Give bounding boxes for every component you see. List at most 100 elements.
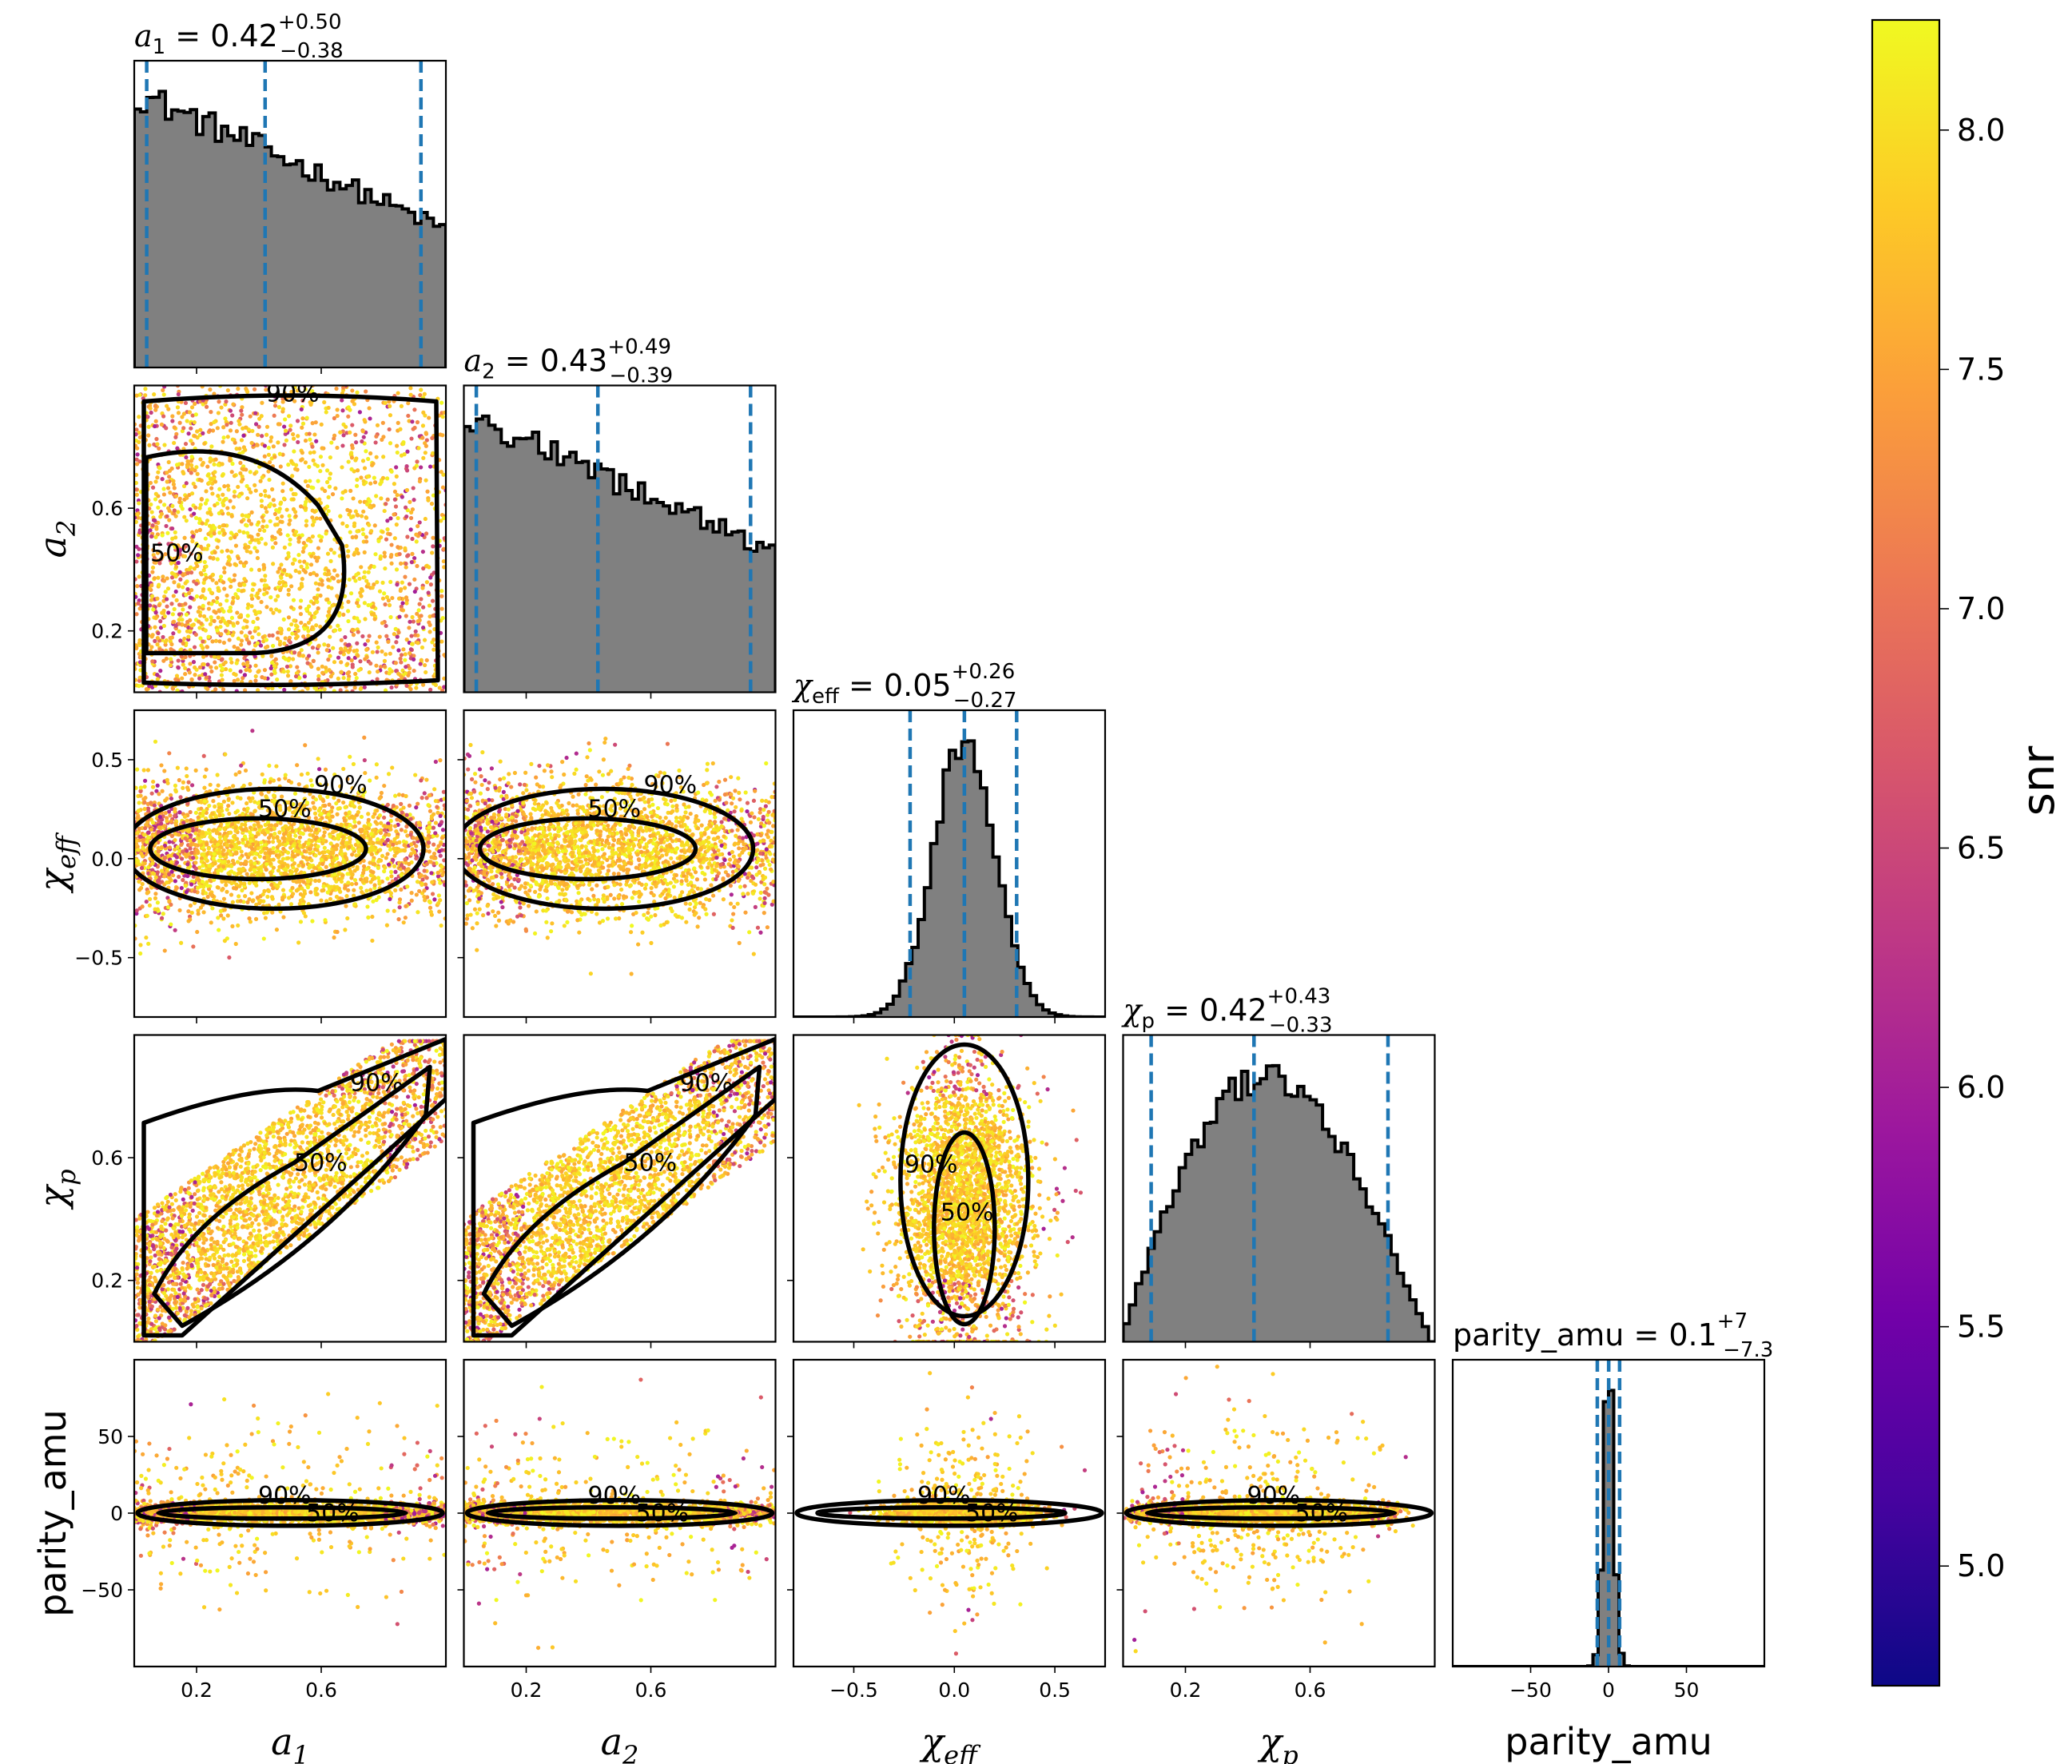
sample-point — [291, 598, 296, 602]
sample-point — [290, 631, 295, 636]
sample-point — [354, 676, 359, 681]
sample-point — [165, 777, 169, 782]
sample-point — [214, 831, 219, 836]
sample-point — [321, 798, 326, 804]
sample-point — [341, 385, 346, 390]
sample-point — [310, 421, 315, 426]
sample-point — [206, 828, 212, 832]
sample-point — [286, 554, 291, 559]
sample-point — [245, 637, 249, 642]
sample-point — [137, 439, 141, 444]
sample-point — [231, 784, 236, 789]
hist-bin — [228, 135, 235, 368]
sample-point — [293, 812, 299, 817]
sample-point — [431, 535, 435, 540]
sample-point — [236, 923, 241, 928]
sample-point — [382, 554, 388, 559]
sample-point — [165, 576, 169, 581]
hist-bin — [340, 189, 347, 368]
hist-bin — [215, 141, 222, 368]
sample-point — [221, 864, 226, 869]
sample-point — [183, 665, 188, 671]
sample-point — [263, 506, 268, 511]
sample-point — [170, 503, 175, 508]
sample-point — [292, 650, 297, 655]
sample-point — [153, 407, 158, 412]
sample-point — [293, 467, 298, 471]
sample-point — [186, 909, 191, 914]
sample-point — [215, 595, 220, 601]
hist-bin — [333, 182, 340, 368]
sample-point — [189, 818, 193, 823]
sample-point — [394, 840, 399, 846]
sample-point — [310, 389, 315, 394]
sample-point — [364, 515, 369, 520]
sample-point — [318, 455, 324, 459]
sample-point — [415, 563, 420, 569]
sample-point — [219, 913, 224, 918]
sample-point — [238, 669, 243, 674]
sample-point — [399, 872, 404, 877]
sample-point — [189, 455, 194, 459]
sample-point — [208, 622, 213, 626]
sample-point — [439, 470, 443, 475]
sample-point — [225, 387, 230, 393]
sample-point — [256, 820, 260, 825]
sample-point — [355, 601, 360, 606]
sample-point — [408, 619, 412, 624]
sample-point — [276, 630, 280, 635]
sample-point — [194, 529, 199, 534]
sample-point — [278, 519, 283, 524]
sample-point — [316, 878, 321, 884]
sample-point — [396, 596, 402, 601]
sample-point — [219, 632, 224, 637]
sample-point — [159, 763, 164, 768]
sample-point — [317, 794, 322, 799]
sample-point — [197, 506, 202, 511]
sample-point — [229, 470, 234, 475]
sample-point — [399, 828, 404, 832]
sample-point — [364, 655, 369, 660]
sample-point — [155, 442, 160, 447]
sample-point — [186, 590, 192, 596]
hist-bin — [358, 202, 365, 368]
sample-point — [382, 828, 387, 832]
sample-point — [368, 860, 372, 865]
sample-point — [384, 594, 389, 600]
sample-point — [328, 558, 333, 563]
sample-point — [364, 888, 369, 893]
sample-point — [412, 577, 417, 582]
sample-point — [398, 561, 404, 566]
sample-point — [147, 896, 153, 902]
sample-point — [210, 811, 215, 816]
sample-point — [298, 598, 304, 603]
sample-point — [347, 577, 352, 582]
sample-point — [185, 773, 189, 779]
sample-point — [256, 846, 260, 851]
sample-point — [209, 526, 214, 531]
hist-bin — [513, 438, 521, 693]
sample-point — [237, 769, 242, 775]
sample-point — [207, 480, 213, 485]
sample-point — [420, 881, 424, 886]
sample-point — [288, 542, 292, 546]
sample-point — [306, 629, 311, 634]
sample-point — [320, 463, 325, 467]
sample-point — [312, 450, 316, 455]
sample-point — [305, 538, 310, 542]
sample-point — [412, 466, 417, 471]
sample-point — [159, 422, 165, 427]
sample-point — [297, 559, 302, 564]
sample-point — [163, 639, 168, 645]
sample-point — [367, 406, 372, 411]
sample-point — [281, 669, 287, 674]
sample-point — [360, 439, 364, 444]
sample-point — [320, 446, 324, 451]
sample-point — [296, 839, 301, 844]
sample-point — [420, 645, 425, 650]
sample-point — [404, 638, 409, 642]
sample-point — [404, 468, 410, 473]
sample-point — [340, 465, 344, 470]
sample-point — [243, 546, 248, 550]
sample-point — [197, 555, 201, 560]
